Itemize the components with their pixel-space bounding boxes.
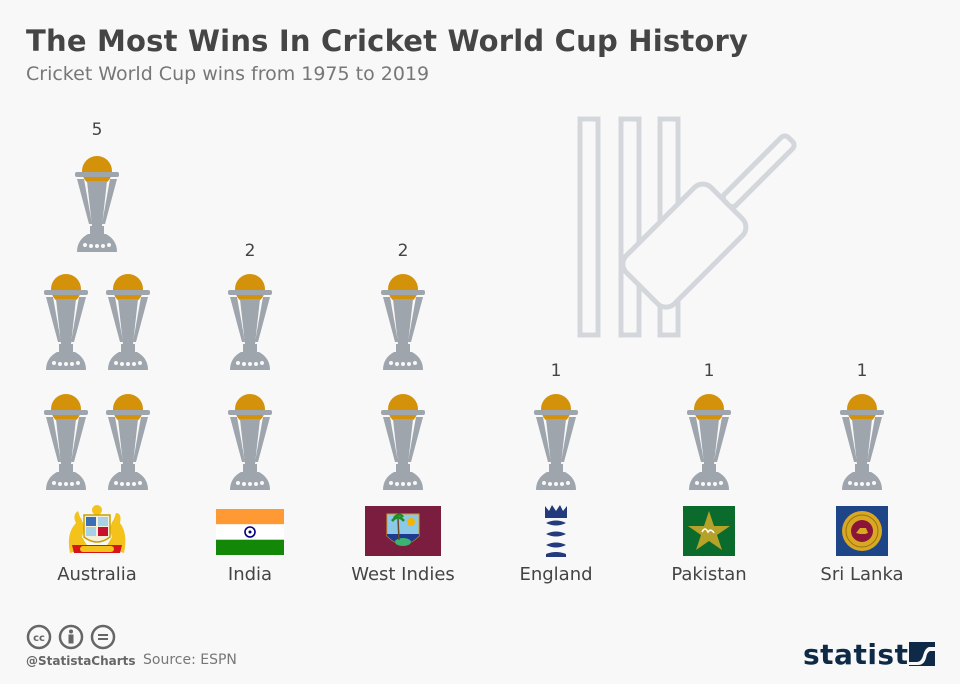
trophy-icon [44, 392, 88, 492]
cricket-bat-wicket-icon [577, 116, 797, 338]
trophy-icon [840, 392, 884, 492]
country-label-sri-lanka: Sri Lanka [820, 564, 904, 585]
australia-coat-of-arms-icon [68, 505, 126, 553]
chart-title: The Most Wins In Cricket World Cup Histo… [26, 24, 749, 58]
country-label-west-indies: West Indies [351, 564, 455, 585]
trophy-icon [44, 272, 88, 372]
svg-text:cc: cc [33, 633, 45, 644]
trophy-icon [228, 272, 272, 372]
social-handle[interactable]: @StatistaCharts [26, 654, 136, 668]
chart-subtitle: Cricket World Cup wins from 1975 to 2019 [26, 63, 430, 85]
trophy-icon [381, 272, 425, 372]
pakistan-cricket-flag-icon [683, 506, 735, 556]
wins-count-west-indies: 2 [397, 241, 409, 261]
country-label-australia: Australia [57, 564, 137, 585]
country-label-pakistan: Pakistan [671, 564, 747, 585]
trophy-icon [381, 392, 425, 492]
trophy-icon [687, 392, 731, 492]
trophy-icon [106, 272, 150, 372]
country-label-india: India [227, 564, 273, 585]
creative-commons-icon[interactable]: cc [26, 624, 52, 650]
attribution-icon[interactable] [58, 624, 84, 650]
trophy-icon [228, 392, 272, 492]
wins-count-australia: 5 [91, 120, 103, 140]
trophy-icon [534, 392, 578, 492]
wins-count-england: 1 [550, 361, 562, 381]
statista-logo-icon [909, 642, 935, 666]
wins-count-sri-lanka: 1 [856, 361, 868, 381]
west-indies-flag-icon [365, 506, 441, 556]
no-derivatives-icon[interactable] [90, 624, 116, 650]
statista-logo-text[interactable]: statista [803, 638, 928, 671]
sri-lanka-cricket-flag-icon [836, 506, 888, 556]
wins-count-pakistan: 1 [703, 361, 715, 381]
wins-count-india: 2 [244, 241, 256, 261]
source-label: Source: ESPN [143, 652, 237, 668]
country-label-england: England [519, 564, 593, 585]
trophy-icon [75, 154, 119, 254]
trophy-icon [106, 392, 150, 492]
england-cricket-crest-icon [545, 505, 567, 557]
india-flag-icon [216, 509, 284, 555]
